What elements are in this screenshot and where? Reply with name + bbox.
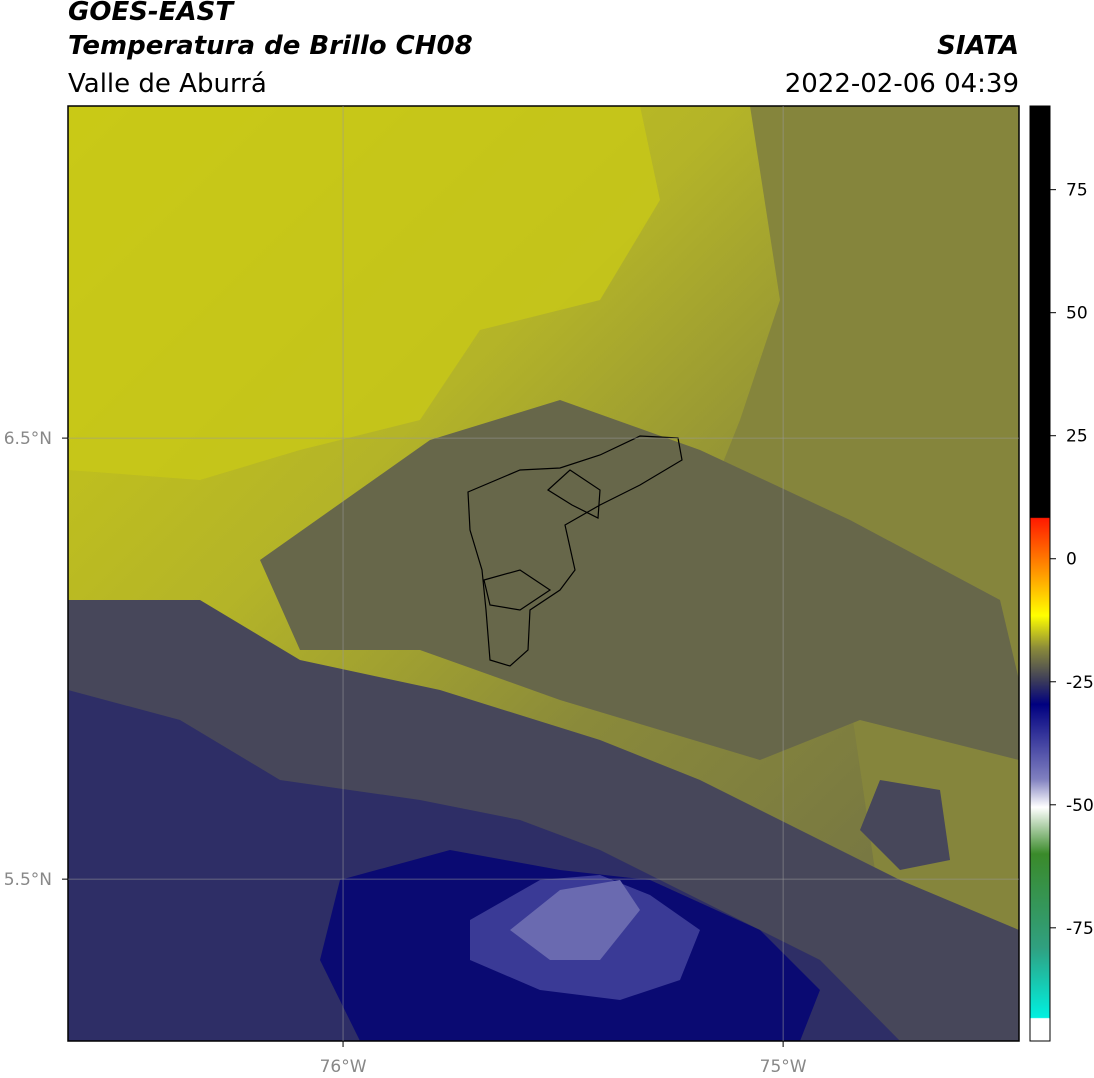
colorbar-tick-label: -75 (1066, 919, 1094, 939)
x-tick-label: 76°W (320, 1057, 367, 1077)
colorbar-tick-label: 50 (1066, 304, 1088, 324)
colorbar-tick-label: -50 (1066, 796, 1094, 816)
colorbar-tick-label: 75 (1066, 181, 1088, 201)
colorbar (1029, 105, 1051, 1042)
x-tick-label: 75°W (760, 1057, 807, 1077)
region: Valle de Aburrá (68, 69, 267, 99)
title: GOES-EAST (68, 0, 235, 27)
map-field (68, 106, 1019, 1041)
map-frame (67, 105, 1020, 1042)
colorbar-tick-label: -25 (1066, 673, 1094, 693)
y-tick-label: 5.5°N (4, 870, 52, 890)
colorbar-tick-label: 25 (1066, 427, 1088, 447)
subtitle: Temperatura de Brillo CH08 (68, 31, 473, 61)
source: SIATA (937, 31, 1019, 61)
datetime: 2022-02-06 04:39 (785, 69, 1019, 99)
colorbar-tick-label: 0 (1066, 550, 1077, 570)
y-tick-label: 6.5°N (4, 429, 52, 449)
